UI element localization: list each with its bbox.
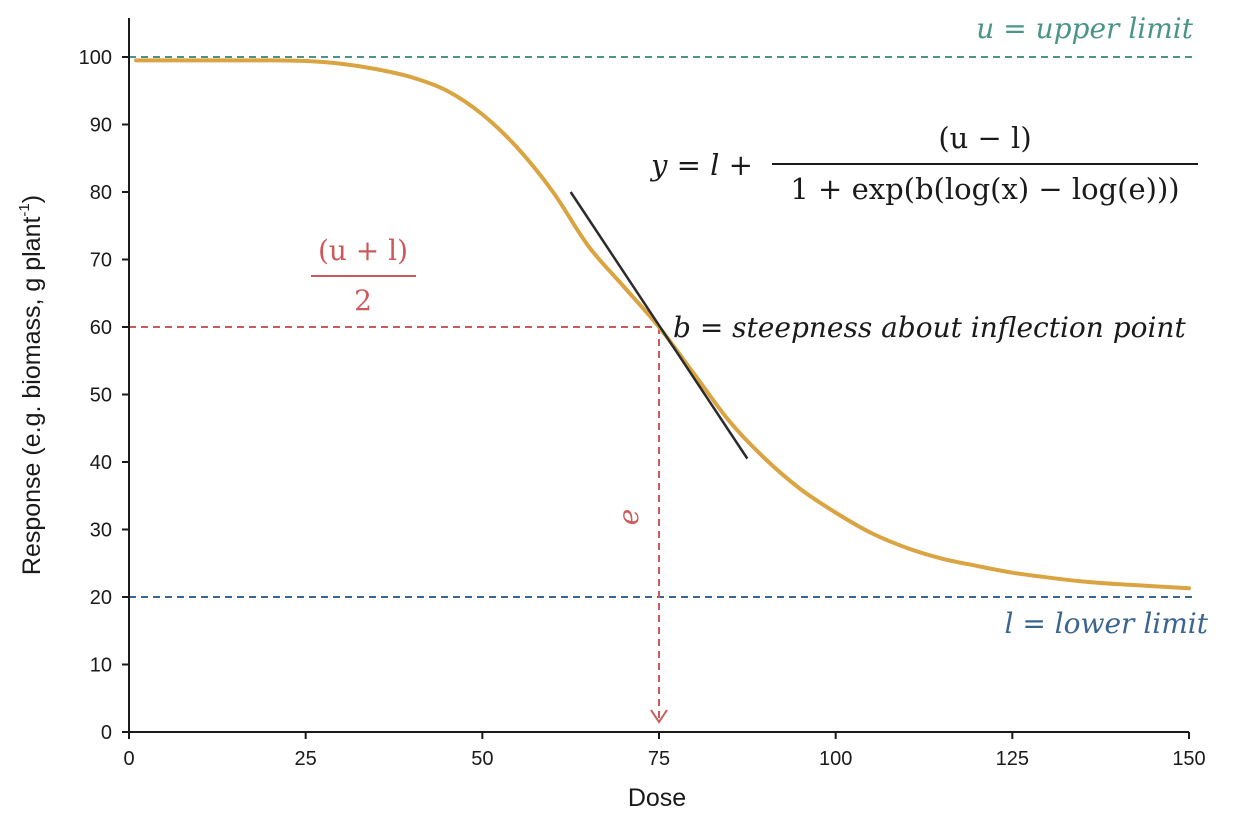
x-tick-label-150: 150 [1172, 748, 1205, 770]
tangent-layer [569, 191, 749, 460]
inflection-arrowhead [650, 709, 668, 724]
y-axis-title: Response (e.g. biomass, g plant-1) [16, 195, 46, 575]
y-tick-label-0: 0 [101, 722, 112, 744]
x-tick-label-75: 75 [648, 748, 670, 770]
equation-lhs: y = l + [649, 148, 753, 182]
x-tick-label-50: 50 [471, 748, 493, 770]
axes [122, 18, 1190, 739]
equation-denominator: 1 + exp(b(log(x) − log(e))) [790, 172, 1179, 206]
tick-labels: 0 25 50 75 100 125 150 0 10 20 30 40 50 60 70 80 90 100 [79, 47, 1206, 770]
steepness-label: b = steepness about inflection point [673, 311, 1186, 344]
y-tick-label-20: 20 [90, 587, 112, 609]
x-tick-label-100: 100 [819, 748, 852, 770]
midpoint-fraction-numerator: (u + l) [318, 234, 408, 267]
y-axis-title-close: ) [18, 195, 46, 203]
y-axis-title-main: Response (e.g. biomass, g plant [18, 217, 46, 576]
inflection-tangent-line [569, 191, 749, 460]
x-tick-label-0: 0 [123, 748, 134, 770]
y-tick-label-30: 30 [90, 520, 112, 542]
midpoint-fraction: (u + l) 2 [311, 234, 416, 317]
midpoint-fraction-denominator: 2 [354, 284, 372, 317]
model-equation: y = l + (u − l) 1 + exp(b(log(x) − log(e… [649, 121, 1198, 206]
y-axis-title-superscript: -1 [16, 203, 33, 216]
lower-limit-label: l = lower limit [1004, 607, 1208, 640]
y-tick-label-10: 10 [90, 655, 112, 677]
dose-response-curve-0 [134, 58, 1191, 591]
y-tick-label-80: 80 [90, 182, 112, 204]
series-layer [134, 58, 1191, 591]
y-tick-label-60: 60 [90, 317, 112, 339]
y-tick-label-70: 70 [90, 250, 112, 272]
inflection-guides [129, 326, 668, 724]
y-tick-label-50: 50 [90, 385, 112, 407]
y-tick-label-40: 40 [90, 452, 112, 474]
y-tick-label-100: 100 [79, 47, 112, 69]
y-tick-label-90: 90 [90, 115, 112, 137]
x-tick-label-125: 125 [996, 748, 1029, 770]
reference-lines [129, 56, 1194, 598]
x-axis-title: Dose [628, 784, 686, 812]
inflection-dose-label: e [612, 509, 645, 526]
equation-numerator: (u − l) [938, 121, 1031, 155]
x-tick-label-25: 25 [295, 748, 317, 770]
upper-limit-label: u = upper limit [976, 12, 1193, 45]
